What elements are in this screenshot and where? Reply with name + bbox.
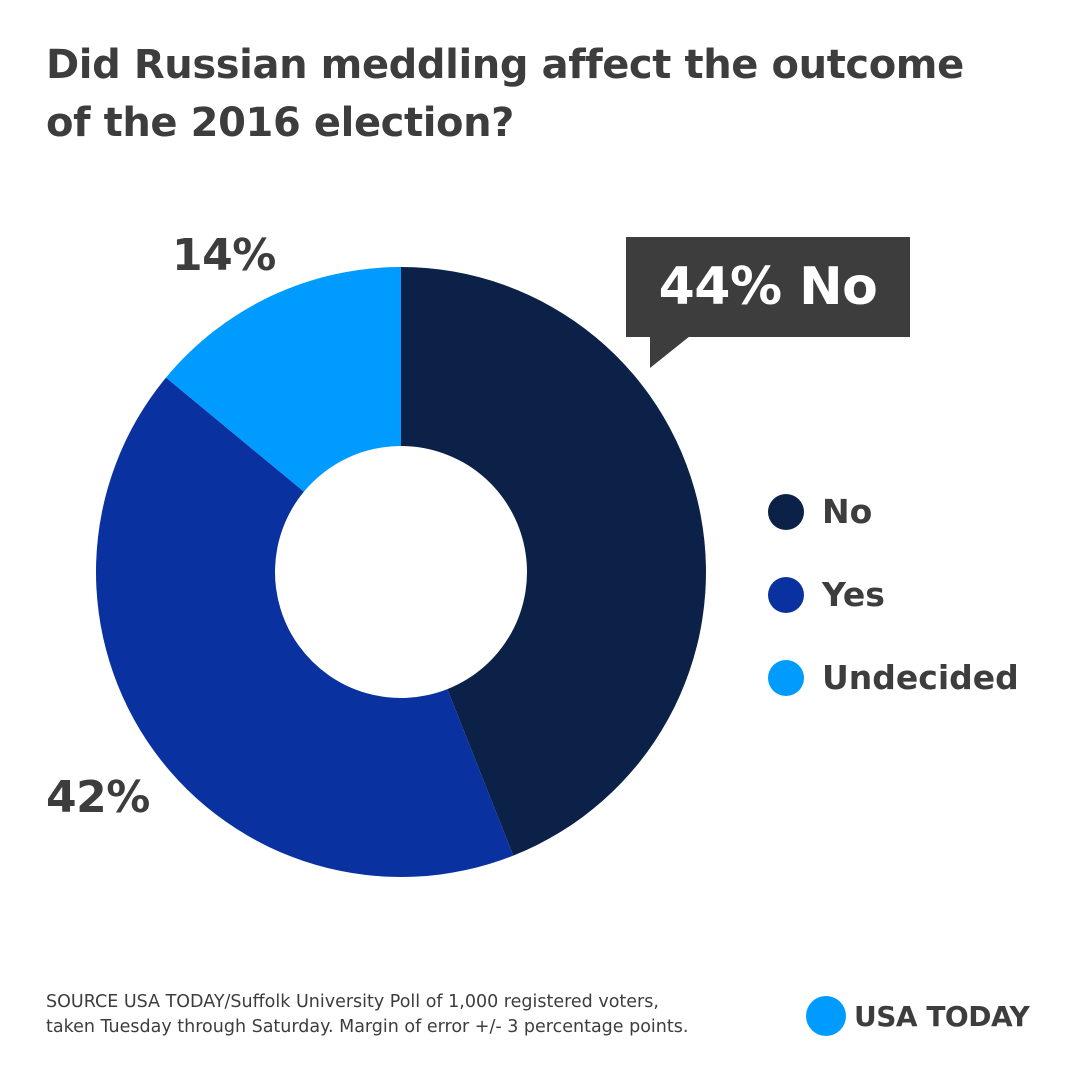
legend-swatch-yes	[768, 576, 804, 613]
legend-item-undecided: Undecided	[768, 636, 1019, 719]
callout-no: 44% No	[626, 237, 910, 337]
legend-swatch-undecided	[768, 659, 804, 696]
source-line-2: taken Tuesday through Saturday. Margin o…	[46, 1017, 689, 1037]
donut-slice-undecided	[165, 267, 401, 492]
source-note: SOURCE USA TODAY/Suffolk University Poll…	[46, 990, 766, 1040]
legend-label-yes: Yes	[822, 575, 885, 614]
legend: No Yes Undecided	[768, 470, 1019, 719]
slice-label-undecided: 14%	[172, 230, 276, 281]
legend-item-no: No	[768, 470, 1019, 553]
usa-today-logo: USA TODAY	[806, 996, 1030, 1036]
chart-title-line-1: Did Russian meddling affect the outcome	[46, 42, 964, 88]
legend-label-undecided: Undecided	[822, 658, 1019, 697]
legend-swatch-no	[768, 493, 804, 530]
logo-circle-icon	[806, 996, 846, 1036]
donut-slice-yes	[95, 377, 514, 877]
legend-label-no: No	[822, 492, 873, 531]
legend-item-yes: Yes	[768, 553, 1019, 636]
slice-label-yes: 42%	[46, 772, 150, 823]
callout-tail	[650, 336, 690, 368]
chart-title-line-2: of the 2016 election?	[46, 100, 514, 146]
logo-text: USA TODAY	[854, 999, 1030, 1033]
source-line-1: SOURCE USA TODAY/Suffolk University Poll…	[46, 992, 659, 1012]
chart-title: Did Russian meddling affect the outcome …	[46, 36, 1006, 152]
donut-slice-no	[401, 267, 707, 856]
